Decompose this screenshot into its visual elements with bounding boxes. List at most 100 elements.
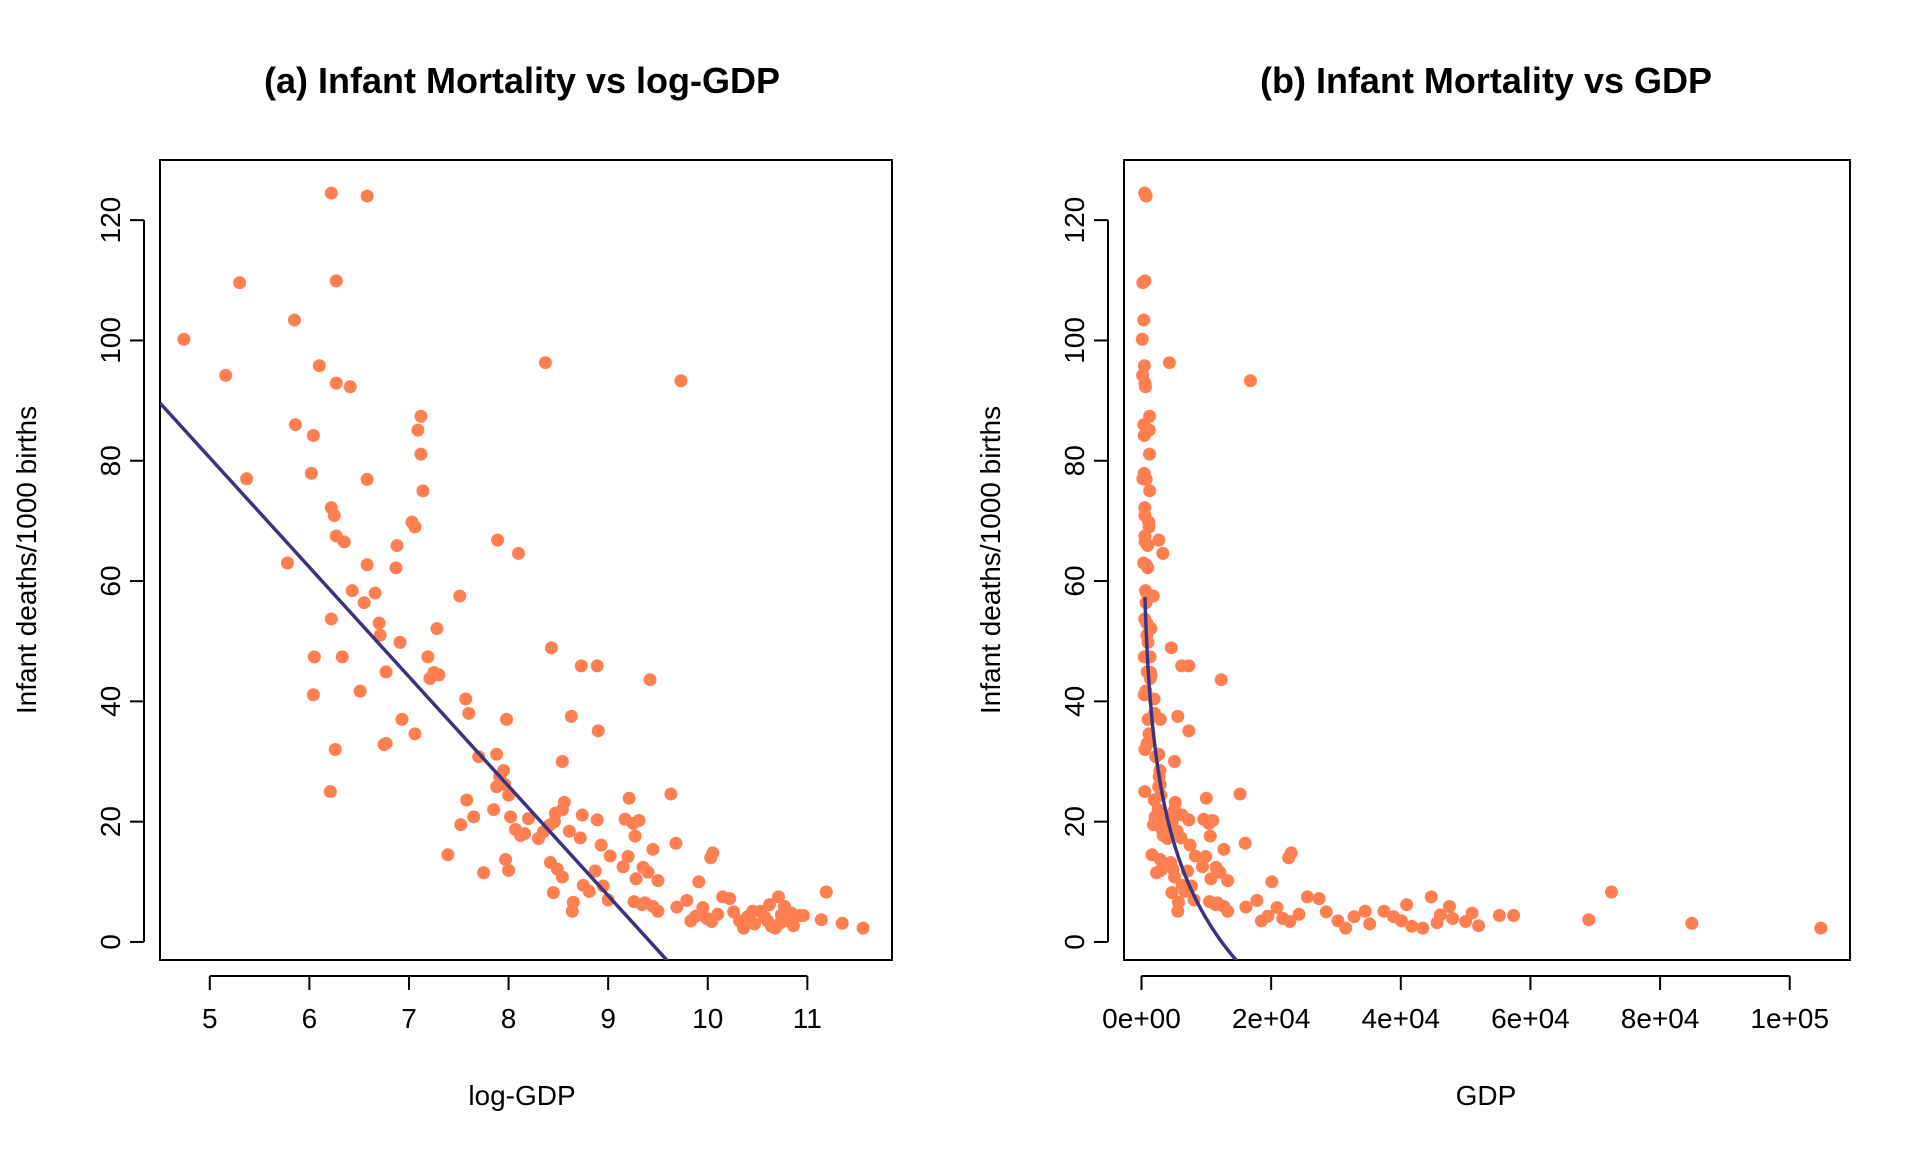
data-point	[1135, 332, 1149, 346]
data-point	[573, 831, 587, 845]
panel-a-plot-frame	[159, 159, 893, 961]
data-point	[588, 864, 602, 878]
data-point	[1209, 860, 1223, 874]
data-point	[1250, 893, 1264, 907]
x-tick-label: 0e+00	[1102, 1003, 1181, 1034]
data-point	[555, 870, 569, 884]
data-point	[287, 313, 301, 327]
data-point	[1221, 874, 1235, 888]
data-point	[1199, 850, 1213, 864]
data-point	[835, 916, 849, 930]
data-point	[1138, 742, 1152, 756]
data-point	[393, 635, 407, 649]
data-point	[423, 671, 437, 685]
y-tick-label: 120	[95, 197, 126, 244]
data-point	[353, 684, 367, 698]
panel-a-fit	[160, 401, 670, 960]
data-point	[1165, 886, 1179, 900]
data-point	[1283, 915, 1297, 929]
y-tick-label: 40	[1059, 686, 1090, 717]
data-point	[1137, 313, 1151, 327]
data-point	[786, 919, 800, 933]
panel-a-x-axis: 5 6 7 8 9 10 11	[202, 975, 822, 1034]
data-point	[590, 659, 604, 673]
data-point	[1265, 875, 1279, 889]
x-tick-label: 10	[692, 1003, 723, 1034]
data-point	[472, 750, 486, 764]
data-point	[360, 472, 374, 486]
data-point	[1156, 546, 1170, 560]
data-point	[1312, 892, 1326, 906]
data-point	[711, 907, 725, 921]
data-point	[622, 791, 636, 805]
data-point	[704, 851, 718, 865]
data-point	[329, 376, 343, 390]
data-point	[1174, 831, 1188, 845]
data-point	[1143, 447, 1157, 461]
data-point	[632, 813, 646, 827]
data-point	[1182, 724, 1196, 738]
data-point	[1162, 356, 1176, 370]
data-point	[504, 810, 518, 824]
data-point	[1143, 484, 1157, 498]
data-point	[621, 850, 635, 864]
x-tick-label: 7	[401, 1003, 417, 1034]
data-point	[574, 659, 588, 673]
data-point	[411, 423, 425, 437]
y-tick-label: 120	[1059, 197, 1090, 244]
data-point	[1183, 838, 1197, 852]
data-point	[1507, 908, 1521, 922]
data-point	[460, 793, 474, 807]
data-point	[1204, 872, 1218, 886]
data-point	[1188, 849, 1202, 863]
data-point	[1221, 904, 1235, 918]
data-point	[467, 810, 481, 824]
data-point	[1143, 409, 1157, 423]
data-point	[1153, 853, 1167, 867]
data-point	[674, 374, 688, 388]
data-point	[1154, 863, 1168, 877]
data-point	[1239, 900, 1253, 914]
x-tick-label: 8e+04	[1621, 1003, 1700, 1034]
data-point	[601, 893, 615, 907]
data-point	[1363, 917, 1377, 931]
data-point	[345, 584, 359, 598]
data-point	[288, 418, 302, 432]
data-point	[629, 872, 643, 886]
data-point	[390, 539, 404, 553]
data-point	[389, 561, 403, 575]
data-point	[414, 409, 428, 423]
data-point	[441, 848, 455, 862]
data-point	[1152, 533, 1166, 547]
data-point	[324, 612, 338, 626]
data-point	[544, 641, 558, 655]
panel-b-title: (b) Infant Mortality vs GDP	[1260, 60, 1712, 101]
data-point	[1178, 884, 1192, 898]
data-point	[1153, 712, 1167, 726]
data-point	[636, 860, 650, 874]
data-point	[1142, 520, 1156, 534]
data-point	[819, 885, 833, 899]
data-point	[538, 356, 552, 370]
data-point	[1138, 274, 1152, 288]
data-point	[1270, 901, 1284, 915]
data-point	[1138, 380, 1152, 394]
data-point	[490, 747, 504, 761]
data-point	[395, 712, 409, 726]
data-point	[1261, 909, 1275, 923]
data-point	[1582, 913, 1596, 927]
data-point	[763, 898, 777, 912]
data-point	[594, 838, 608, 852]
data-point	[1182, 659, 1196, 673]
data-point	[664, 787, 678, 801]
data-point	[723, 892, 737, 906]
data-point	[1400, 898, 1414, 912]
data-point	[377, 738, 391, 752]
panel-b-fit	[1143, 597, 1239, 960]
data-point	[680, 893, 694, 907]
data-point	[1168, 870, 1182, 884]
data-point	[1446, 911, 1460, 925]
data-point	[323, 785, 337, 799]
